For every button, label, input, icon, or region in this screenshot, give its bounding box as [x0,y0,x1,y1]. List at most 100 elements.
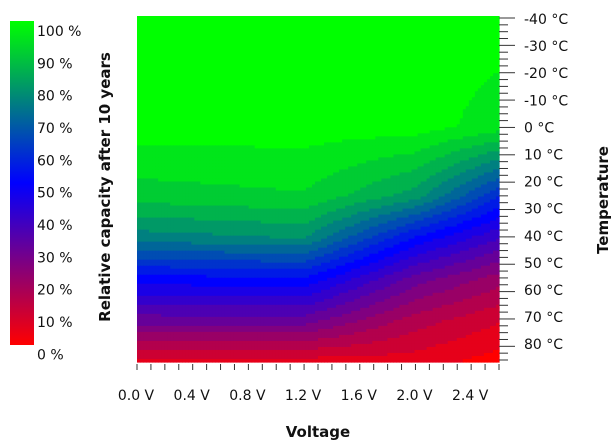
heatmap-cell [287,136,292,140]
heatmap-cell [366,55,370,59]
heatmap-cell [140,76,144,80]
heatmap-cell [260,28,265,32]
heatmap-cell [212,34,217,38]
heatmap-cell [324,106,328,110]
heatmap-cell [420,94,425,98]
heatmap-cell [251,61,256,65]
heatmap-cell [248,91,253,95]
heatmap-cell [281,31,286,35]
heatmap-cell [149,139,153,143]
heatmap-cell [248,121,253,125]
heatmap-cell [477,82,482,86]
heatmap-cell [327,40,331,44]
heatmap-cell [453,136,458,140]
heatmap-cell [357,115,361,119]
heatmap-cell [296,109,301,113]
heatmap-cell [477,130,482,134]
heatmap-cell [299,43,304,47]
heatmap-cell [369,19,373,23]
heatmap-cell [227,94,232,98]
heatmap-cell [230,76,235,80]
heatmap-cell [302,22,307,26]
heatmap-cell [233,22,238,26]
heatmap-cell [327,106,331,110]
heatmap-cell [471,106,476,110]
heatmap-cell [308,88,313,92]
heatmap-cell [299,28,304,32]
heatmap-cell [251,55,256,59]
heatmap-cell [215,103,220,107]
heatmap-cell [480,109,485,113]
heatmap-cell [483,40,488,44]
heatmap-cell [324,31,328,35]
heatmap-cell [233,91,238,95]
heatmap-cell [311,133,316,137]
heatmap-cell [164,52,168,56]
heatmap-cell [363,97,367,101]
heatmap-cell [206,76,210,80]
heatmap-cell [239,28,244,32]
heatmap-cell [327,25,331,29]
heatmap-cell [260,82,265,86]
heatmap-cell [152,112,156,116]
heatmap-cell [137,28,141,32]
heatmap-cell [486,79,491,83]
heatmap-cell [236,79,241,83]
heatmap-cell [245,85,250,89]
colorbar-tick-label: 70 % [37,121,73,137]
heatmap-cell [405,64,410,68]
heatmap-cell [236,136,241,140]
heatmap-cell [426,97,431,101]
heatmap-cell [242,100,247,104]
heatmap-cell [492,79,497,83]
heatmap-cell [143,118,147,122]
heatmap-cell [375,73,379,77]
heatmap-cell [290,103,295,107]
heatmap-cell [345,58,349,62]
heatmap-cell [405,19,410,23]
heatmap-cell [411,61,416,65]
heatmap-cell [354,82,358,86]
heatmap-cell [345,112,349,116]
heatmap-cell [327,136,331,140]
heatmap-cell [435,25,440,29]
heatmap-cell [305,34,310,38]
heatmap-cell [296,40,301,44]
heatmap-cell [248,40,253,44]
heatmap-cell [351,91,355,95]
heatmap-cell [393,25,398,29]
heatmap-cell [456,124,461,128]
heatmap-cell [209,76,214,80]
heatmap-cell [221,88,226,92]
heatmap-cell [194,61,198,65]
heatmap-cell [293,112,298,116]
heatmap-cell [450,58,455,62]
heatmap-cell [278,64,283,68]
heatmap-cell [324,34,328,38]
heatmap-cell [330,79,334,83]
heatmap-cell [399,19,404,23]
heatmap-cell [432,22,437,26]
heatmap-cell [290,136,295,140]
heatmap-cell [345,73,349,77]
heatmap-cell [200,97,204,101]
heatmap-cell [200,58,204,62]
heatmap-cell [275,37,280,41]
heatmap-cell [327,121,331,125]
heatmap-cell [275,112,280,116]
heatmap-cell [272,88,277,92]
heatmap-cell [384,121,388,125]
heatmap-cell [423,58,428,62]
heatmap-cell [164,19,168,23]
heatmap-cell [182,79,186,83]
heatmap-cell [357,16,361,20]
heatmap-cell [185,115,189,119]
heatmap-cell [351,52,355,56]
heatmap-cell [426,43,431,47]
heatmap-cell [290,64,295,68]
heatmap-cell [272,40,277,44]
heatmap-cell [272,127,277,131]
heatmap-cell [182,85,186,89]
heatmap-cell [363,19,367,23]
heatmap-cell [254,136,259,140]
